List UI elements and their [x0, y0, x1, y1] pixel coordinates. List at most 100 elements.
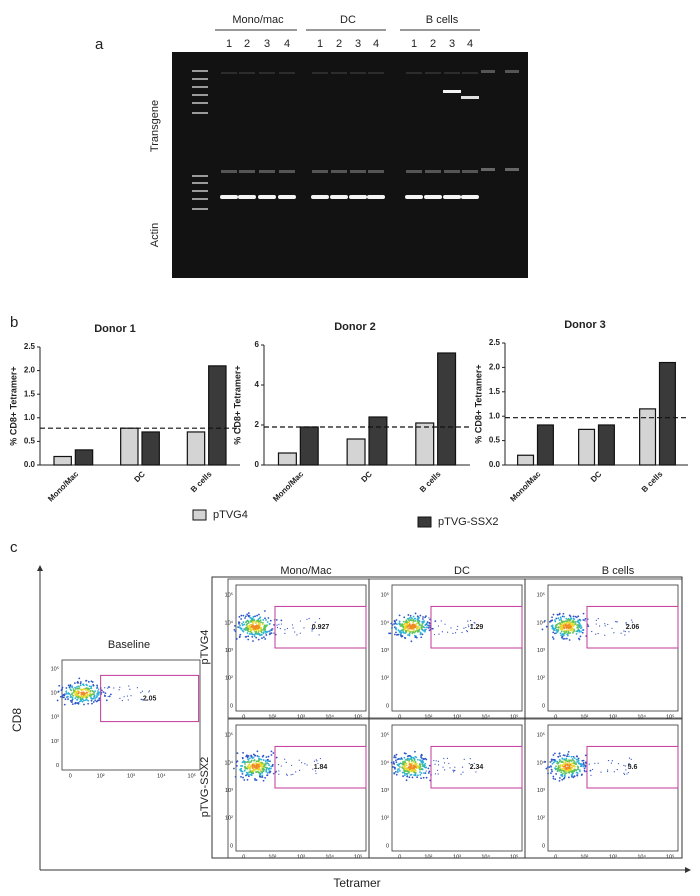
flow-dot — [71, 703, 74, 706]
flow-dot — [403, 774, 406, 777]
flow-dot — [393, 766, 396, 769]
flow-dot — [243, 628, 246, 631]
flow-dot — [77, 692, 80, 695]
flow-dot — [311, 630, 313, 632]
flow-dot — [560, 618, 562, 620]
flow-dot — [566, 618, 569, 621]
flow-dot — [318, 634, 320, 636]
flow-dot — [594, 762, 596, 764]
flow-dot — [244, 617, 246, 619]
flow-dot — [272, 752, 275, 754]
flow-dot — [416, 618, 419, 621]
flow-dot — [299, 632, 301, 634]
flow-dot — [123, 696, 125, 698]
flow-dot — [410, 769, 413, 772]
flow-dot — [626, 624, 628, 626]
flow-dot — [422, 626, 424, 628]
flow-dot — [79, 684, 82, 687]
x-tick-label: B cells — [418, 469, 443, 494]
flow-dot — [575, 633, 578, 635]
flow-dot — [604, 625, 606, 627]
flow-dot — [554, 627, 556, 630]
flow-x-tick: 10⁴ — [325, 713, 334, 720]
lane-number: 1 — [226, 38, 232, 50]
flow-dot — [414, 761, 417, 763]
flow-y-tick: 10⁵ — [225, 732, 233, 739]
flow-dot — [255, 760, 258, 763]
flow-dot — [101, 690, 103, 692]
flow-dot — [587, 625, 590, 628]
flow-dot — [129, 688, 131, 690]
flow-x-tick: 10³ — [453, 714, 461, 720]
flow-dot — [409, 614, 412, 617]
flow-dot — [74, 697, 77, 700]
flow-dot — [423, 626, 426, 629]
flow-dot — [247, 772, 249, 774]
flow-dot — [258, 620, 261, 623]
flow-dot — [65, 693, 68, 695]
flow-dot — [473, 762, 475, 765]
flow-dot — [261, 776, 264, 778]
flow-dot — [408, 776, 411, 779]
y-tick-label: 2.0 — [24, 366, 36, 375]
flow-dot — [268, 623, 271, 626]
y-tick-label: 2.0 — [489, 363, 501, 372]
flow-dot — [393, 772, 396, 774]
flow-dot — [559, 764, 562, 767]
flow-dot — [444, 623, 446, 625]
y-tick-label: 6 — [255, 340, 260, 349]
flow-dot — [452, 769, 454, 771]
flow-dot — [76, 687, 79, 690]
flow-dot — [419, 771, 421, 773]
flow-dot — [245, 624, 248, 626]
flow-dot — [579, 635, 582, 638]
flow-dot — [443, 757, 445, 760]
flow-dot — [463, 758, 465, 760]
flow-dot — [284, 758, 286, 760]
gate-value: 1.29 — [470, 624, 484, 631]
flow-dot — [568, 639, 571, 641]
flow-dot — [258, 755, 260, 758]
flow-dot — [416, 615, 419, 618]
flow-dot — [425, 766, 428, 769]
flow-dot — [261, 633, 263, 636]
flow-dot — [395, 631, 397, 634]
flow-dot — [568, 759, 570, 762]
flow-dot — [238, 622, 240, 625]
flow-dot — [280, 765, 282, 767]
flow-dot — [442, 766, 444, 768]
flow-dot — [405, 779, 408, 782]
flow-y-tick: 0 — [230, 703, 233, 709]
flow-dot — [247, 638, 250, 641]
flow-dot — [301, 762, 303, 764]
flow-dot — [248, 632, 251, 635]
y-tick-label: 1.5 — [489, 387, 501, 396]
flow-dot — [251, 636, 254, 638]
flow-dot — [254, 622, 257, 624]
flow-dot — [299, 620, 302, 622]
flow-dot — [75, 693, 78, 696]
flow-dot — [262, 632, 265, 635]
flow-dot — [417, 620, 420, 623]
flow-dot — [395, 619, 398, 621]
flow-dot — [571, 762, 574, 765]
flow-dot — [413, 774, 416, 776]
flow-dot — [245, 761, 247, 764]
flow-dot — [437, 760, 440, 763]
flow-dot — [394, 759, 397, 762]
bar — [74, 449, 94, 466]
flow-dot — [427, 767, 430, 770]
flow-dot — [461, 766, 464, 768]
flow-dot — [630, 765, 632, 767]
flow-dot — [595, 633, 597, 635]
flow-dot — [91, 698, 94, 700]
flow-dot — [270, 629, 273, 632]
flow-dot — [577, 637, 580, 640]
flow-dot — [567, 776, 570, 779]
flow-dot — [405, 772, 408, 775]
ladder-band — [192, 190, 208, 192]
chart-title: Donor 3 — [564, 319, 606, 331]
flow-dot — [623, 773, 626, 775]
flow-dot — [566, 629, 568, 632]
flow-dot — [432, 628, 434, 630]
